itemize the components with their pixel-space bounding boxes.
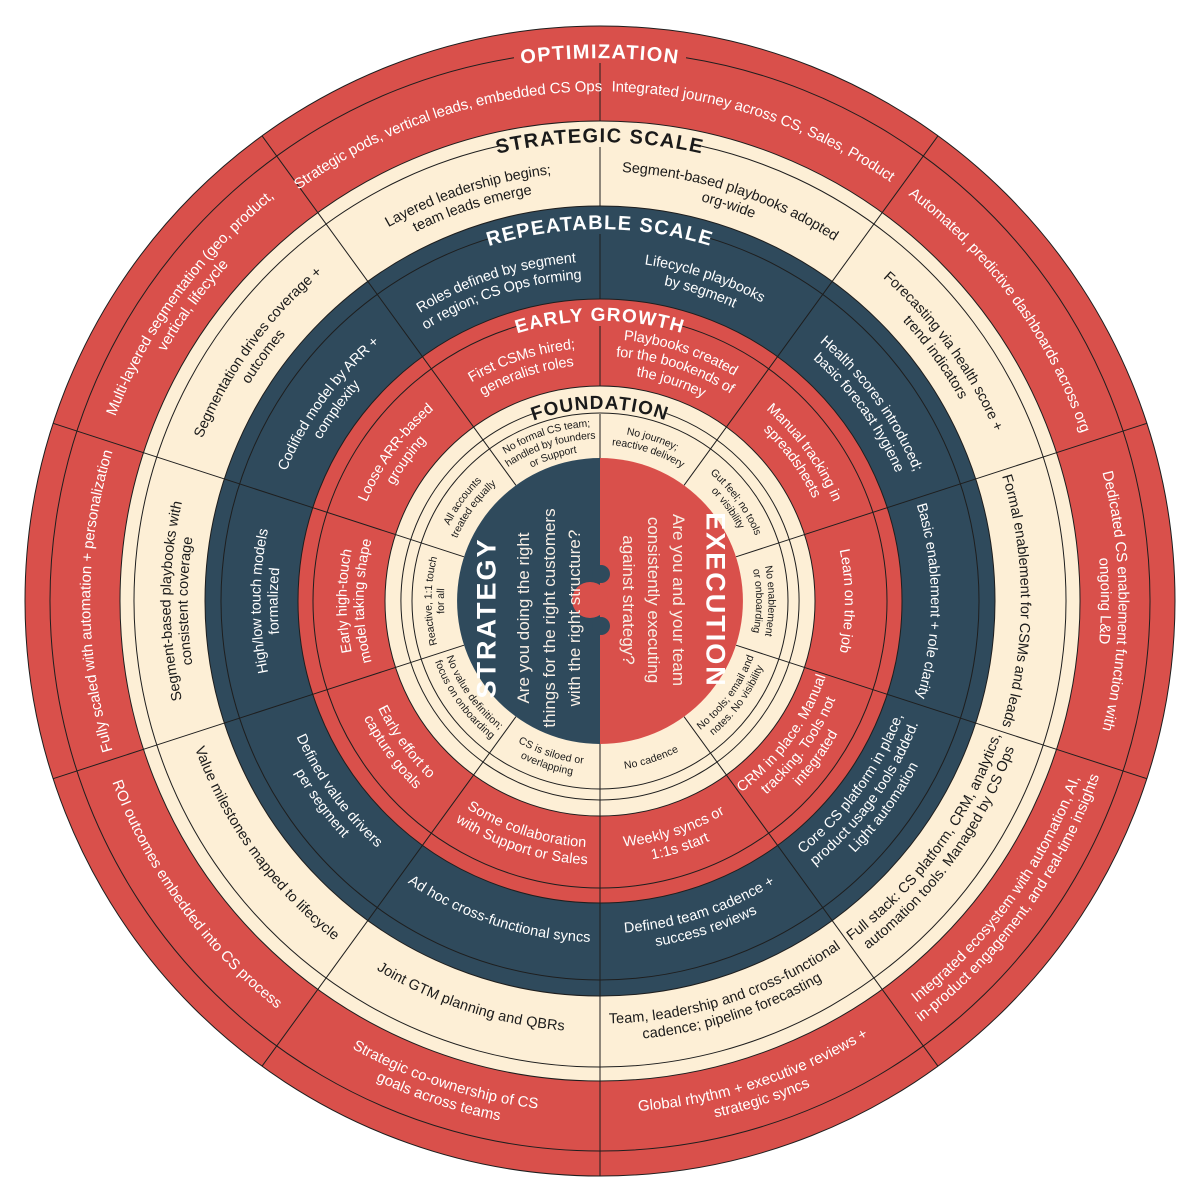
segment-divider (52, 748, 144, 780)
segment-divider (683, 426, 727, 486)
segment-divider (1056, 748, 1148, 780)
segment-divider (52, 422, 144, 454)
strategy-block: STRATEGY Are you doing the right things fo… (471, 508, 584, 727)
strategy-half (457, 458, 600, 744)
segment-divider (725, 356, 778, 428)
center-strategy-execution: STRATEGY Are you doing the right things fo… (457, 458, 743, 744)
segment-divider (831, 212, 883, 282)
segment-divider (881, 989, 939, 1067)
segment-divider (317, 212, 369, 282)
segment-divider (473, 716, 517, 776)
segment-divider (777, 845, 833, 921)
execution-title: EXECUTION (701, 512, 731, 688)
segment-text-line: Early high-touch (335, 548, 356, 655)
segment-divider (831, 920, 883, 990)
segment-text-line: Learn on the job (836, 548, 857, 655)
puzzle-neck (592, 565, 610, 583)
segment-divider (887, 693, 976, 724)
segment-label: Learn on the job (836, 548, 857, 655)
execution-block: EXECUTION Are you and your team consistent… (619, 512, 731, 688)
segment-divider (473, 426, 517, 486)
execution-question-line: Are you and your team (669, 514, 688, 686)
segment-divider (887, 478, 976, 509)
segment-divider (317, 920, 369, 990)
segment-divider (395, 534, 465, 558)
segment-text-line: Reactive, 1:1 touch (422, 555, 440, 647)
execution-half (600, 458, 743, 744)
segment-divider (735, 644, 805, 668)
segment-divider (367, 845, 423, 921)
segment-divider (395, 644, 465, 668)
segment-text-line: ongoing L&D (1095, 557, 1114, 645)
segment-divider (143, 722, 225, 750)
segment-divider (1056, 422, 1148, 454)
segment-divider (367, 281, 423, 357)
segment-divider (261, 135, 319, 213)
segment-divider (143, 452, 225, 480)
execution-question-line: consistently executing (644, 517, 663, 683)
segment-divider (804, 507, 888, 536)
segment-divider (312, 507, 396, 536)
segment-text-line: High/low touch models (248, 527, 272, 675)
segment-text-line: for all (435, 588, 448, 614)
segment-divider (422, 356, 475, 428)
segment-divider (881, 135, 939, 213)
segment-text-line: formalized (266, 567, 284, 635)
segment-divider (804, 666, 888, 695)
puzzle-knob (572, 582, 608, 618)
segment-divider (975, 452, 1057, 480)
segment-divider (725, 774, 778, 846)
segment-text-line: or onboarding (750, 568, 765, 634)
strategy-question-line: things for the right customers (540, 508, 559, 727)
execution-question-line: against strategy? (619, 535, 638, 664)
segment-divider (777, 281, 833, 357)
segment-divider (224, 478, 313, 509)
strategy-title: STRATEGY (471, 537, 501, 698)
segment-divider (975, 722, 1057, 750)
segment-divider (422, 774, 475, 846)
segment-divider (261, 989, 319, 1067)
strategy-question-line: with the right structure? (565, 530, 584, 708)
segment-text-line: consistent coverage (176, 536, 197, 667)
segment-divider (312, 666, 396, 695)
segment-divider (735, 534, 805, 558)
segment-text-line: model taking shape (352, 537, 376, 665)
segment-text-line: No enablement (762, 565, 778, 638)
segment-divider (683, 716, 727, 776)
puzzle-neck (592, 617, 610, 635)
strategy-question-line: Are you doing the right (514, 532, 533, 703)
foundation-inner-line (411, 412, 789, 790)
segment-divider (224, 693, 313, 724)
